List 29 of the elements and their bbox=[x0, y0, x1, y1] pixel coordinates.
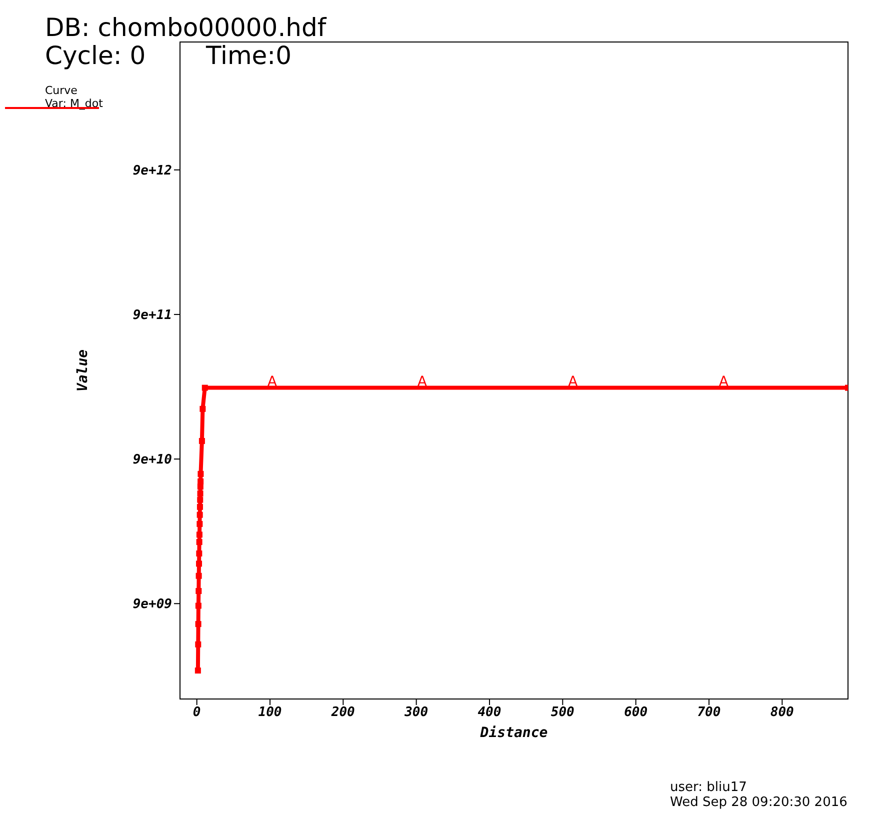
chart-title: DB: chombo00000.hdf bbox=[45, 13, 326, 42]
x-tick-label: 100 bbox=[258, 705, 282, 720]
legend-title: Curve bbox=[45, 84, 78, 97]
point bbox=[194, 668, 201, 674]
annotation: A bbox=[568, 374, 578, 390]
x-tick-label: 500 bbox=[550, 705, 575, 720]
annotation: A bbox=[417, 374, 428, 390]
text: Wed Sep 28 09:20:30 2016 bbox=[670, 795, 848, 810]
y-tick-label: 9e+09 bbox=[132, 597, 172, 612]
x-axis-title: Distance bbox=[479, 725, 548, 741]
annotation: A bbox=[267, 374, 278, 390]
x-tick-label: 200 bbox=[330, 705, 356, 720]
text: Var: M_dot bbox=[45, 97, 103, 110]
point bbox=[202, 384, 208, 391]
annotation: Time:0 bbox=[206, 41, 292, 70]
x-tick-label: 0 bbox=[192, 705, 201, 720]
x-tick-label: 600 bbox=[624, 705, 648, 720]
x-tick-label: 800 bbox=[770, 705, 794, 720]
chart-subtitle: Cycle: 0 bbox=[45, 41, 146, 70]
annotation: A bbox=[718, 374, 729, 390]
y-tick-label: 9e+12 bbox=[132, 164, 172, 179]
x-tick-label: 400 bbox=[478, 705, 502, 720]
y-tick-label: 9e+11 bbox=[132, 308, 172, 324]
x-tick-label: 300 bbox=[404, 705, 428, 720]
text: user: bliu17 bbox=[670, 780, 748, 795]
y-tick-label: 9e+10 bbox=[132, 452, 172, 468]
x-tick-label: 700 bbox=[697, 705, 721, 720]
point bbox=[195, 602, 202, 609]
y-axis-title: Value bbox=[74, 349, 91, 392]
